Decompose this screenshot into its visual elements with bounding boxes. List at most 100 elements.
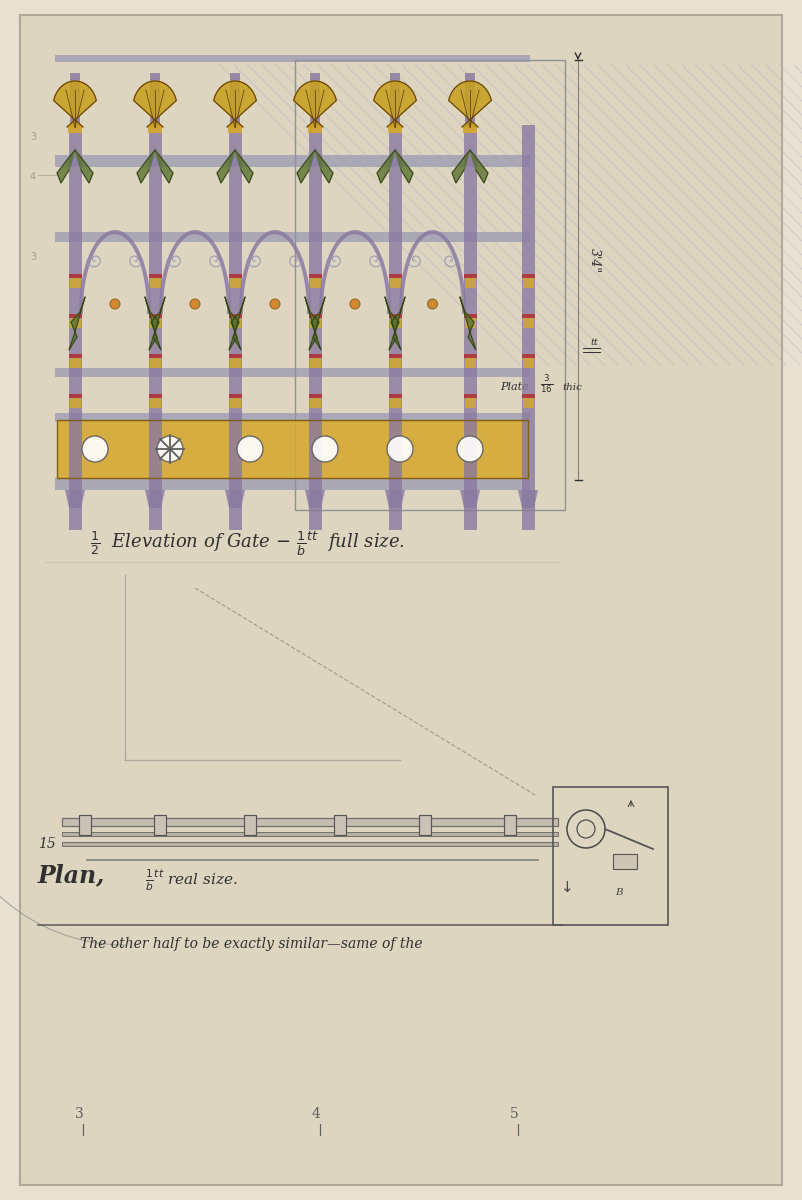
Polygon shape [217, 150, 235, 182]
Circle shape [82, 436, 108, 462]
Text: 3: 3 [30, 252, 36, 262]
Bar [150, 398, 161, 408]
Text: 3'4": 3'4" [588, 248, 601, 272]
Polygon shape [374, 80, 416, 127]
Bar [522, 354, 535, 358]
Circle shape [237, 436, 263, 462]
Text: 4: 4 [30, 172, 36, 182]
Polygon shape [305, 296, 321, 350]
Bar [464, 394, 477, 398]
Polygon shape [315, 150, 333, 182]
Bar [310, 73, 320, 131]
Bar [229, 354, 242, 358]
Bar [70, 358, 81, 368]
Bar [55, 232, 530, 242]
Polygon shape [145, 490, 165, 508]
Bar [522, 274, 535, 278]
Text: $\frac{3}{16}$: $\frac{3}{16}$ [540, 373, 553, 395]
Polygon shape [235, 150, 253, 182]
Circle shape [350, 299, 360, 308]
Bar [69, 314, 82, 318]
Bar [149, 125, 162, 530]
Circle shape [157, 436, 183, 462]
Circle shape [270, 299, 280, 308]
Bar [523, 278, 534, 288]
Bar [464, 274, 477, 278]
Polygon shape [460, 490, 480, 508]
Bar [70, 278, 81, 288]
Bar [62, 842, 558, 846]
Bar [553, 787, 668, 925]
Bar [310, 278, 321, 288]
Bar [463, 125, 477, 133]
Bar [55, 478, 530, 490]
Bar [309, 354, 322, 358]
Bar [149, 314, 162, 318]
Polygon shape [309, 296, 325, 350]
Bar [522, 314, 535, 318]
Circle shape [457, 436, 483, 462]
Bar [523, 358, 534, 368]
Bar [389, 314, 402, 318]
Bar [69, 274, 82, 278]
Text: ↓: ↓ [561, 880, 573, 895]
Bar [229, 314, 242, 318]
Polygon shape [385, 490, 405, 508]
Bar [523, 398, 534, 408]
Bar [150, 73, 160, 131]
Polygon shape [305, 490, 325, 508]
Bar [79, 815, 91, 835]
Polygon shape [470, 150, 488, 182]
Bar [389, 274, 402, 278]
Bar [419, 815, 431, 835]
Polygon shape [294, 80, 336, 127]
Polygon shape [155, 150, 173, 182]
Bar [69, 125, 82, 530]
Bar [62, 832, 558, 836]
Bar [504, 815, 516, 835]
Bar [229, 125, 242, 530]
Polygon shape [448, 80, 492, 127]
Bar [390, 278, 401, 288]
Polygon shape [149, 296, 165, 350]
Bar [150, 358, 161, 368]
Bar [150, 278, 161, 288]
Bar [230, 398, 241, 408]
Bar [230, 278, 241, 288]
Bar [149, 354, 162, 358]
Bar [68, 125, 82, 133]
Text: tt: tt [590, 338, 597, 347]
Bar [308, 125, 322, 133]
Bar [390, 358, 401, 368]
Bar [69, 394, 82, 398]
Bar [148, 125, 162, 133]
Polygon shape [54, 80, 96, 127]
Bar [229, 274, 242, 278]
Polygon shape [137, 150, 155, 182]
Bar [230, 73, 240, 131]
Bar [464, 314, 477, 318]
Bar [154, 815, 166, 835]
Circle shape [110, 299, 120, 308]
Text: 4: 4 [312, 1106, 321, 1121]
Polygon shape [75, 150, 93, 182]
Bar [70, 73, 80, 131]
Text: Plate: Plate [500, 382, 529, 392]
Bar [229, 394, 242, 398]
Polygon shape [145, 296, 161, 350]
Text: $\frac{1}{2}$  Elevation of Gate $-$ $\frac{1}{b}$$^{tt}$  full size.: $\frac{1}{2}$ Elevation of Gate $-$ $\fr… [90, 529, 405, 558]
Bar [613, 854, 637, 869]
Bar [55, 413, 530, 422]
Polygon shape [69, 296, 85, 350]
Polygon shape [395, 150, 413, 182]
Text: Plan,: Plan, [38, 863, 105, 887]
Bar [149, 274, 162, 278]
Bar [464, 125, 477, 530]
Polygon shape [57, 150, 75, 182]
Bar [244, 815, 256, 835]
Bar [62, 818, 558, 826]
Bar [390, 318, 401, 328]
Text: 15: 15 [38, 838, 56, 851]
Polygon shape [225, 490, 245, 508]
Bar [465, 318, 476, 328]
